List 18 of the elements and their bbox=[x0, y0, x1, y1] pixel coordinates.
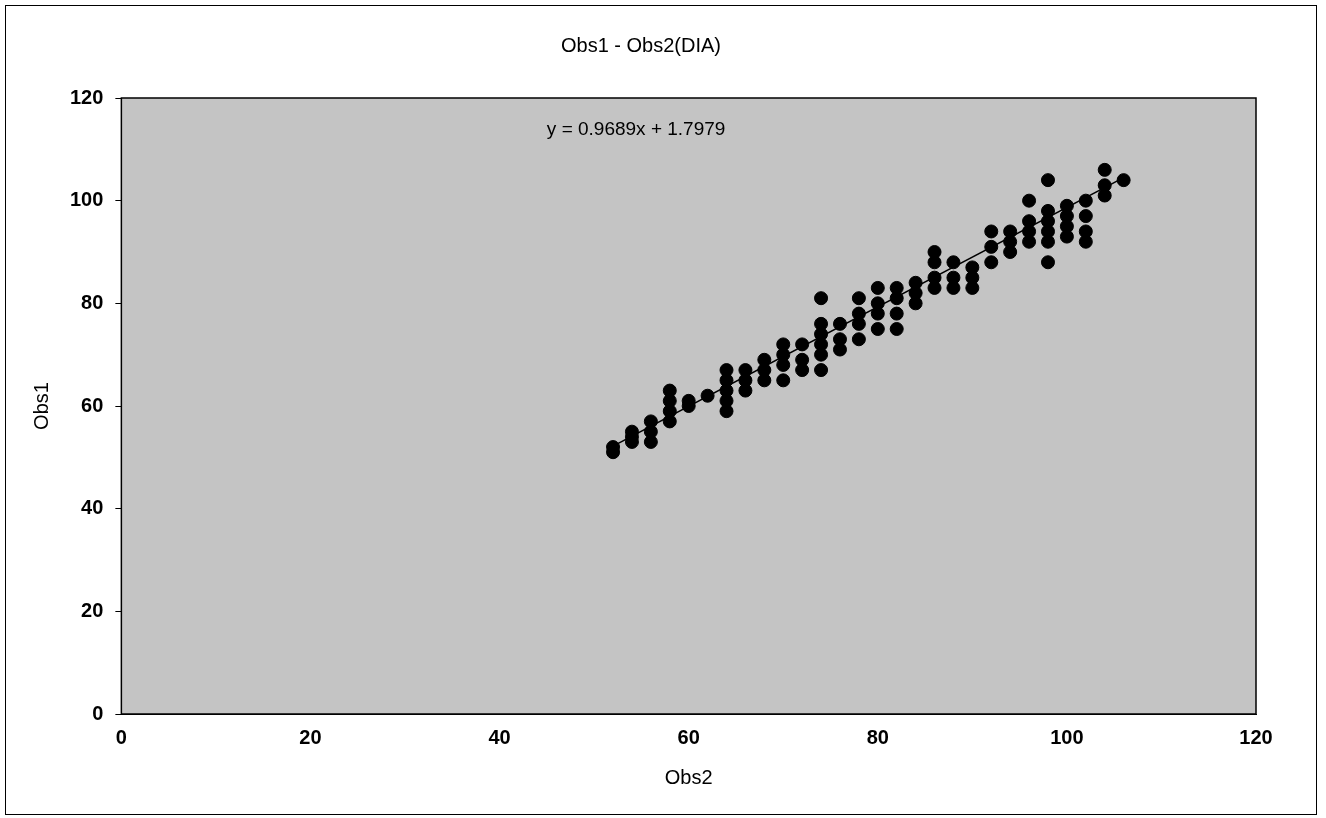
x-tick-label: 40 bbox=[488, 725, 511, 748]
x-tick-label: 100 bbox=[1050, 725, 1084, 748]
y-tick-label: 60 bbox=[81, 393, 104, 416]
x-tick-label: 0 bbox=[115, 725, 127, 748]
y-tick-label: 20 bbox=[81, 598, 104, 621]
y-tick-label: 0 bbox=[92, 701, 104, 724]
y-tick-label: 40 bbox=[81, 496, 104, 519]
x-tick-label: 60 bbox=[677, 725, 700, 748]
y-tick-label: 100 bbox=[69, 188, 104, 211]
x-tick-label: 120 bbox=[1239, 725, 1273, 748]
chart-title: Obs1 - Obs2(DIA) bbox=[560, 33, 722, 56]
annotation: y = 0.9689x + 1.7979 bbox=[546, 118, 726, 140]
x-tick-label: 80 bbox=[866, 725, 889, 748]
y-tick-label: 120 bbox=[69, 85, 104, 108]
y-axis-title: Obs1 bbox=[29, 382, 52, 430]
x-axis-title: Obs2 bbox=[664, 765, 713, 788]
y-tick-label: 80 bbox=[81, 290, 104, 313]
x-tick-label: 20 bbox=[299, 725, 322, 748]
